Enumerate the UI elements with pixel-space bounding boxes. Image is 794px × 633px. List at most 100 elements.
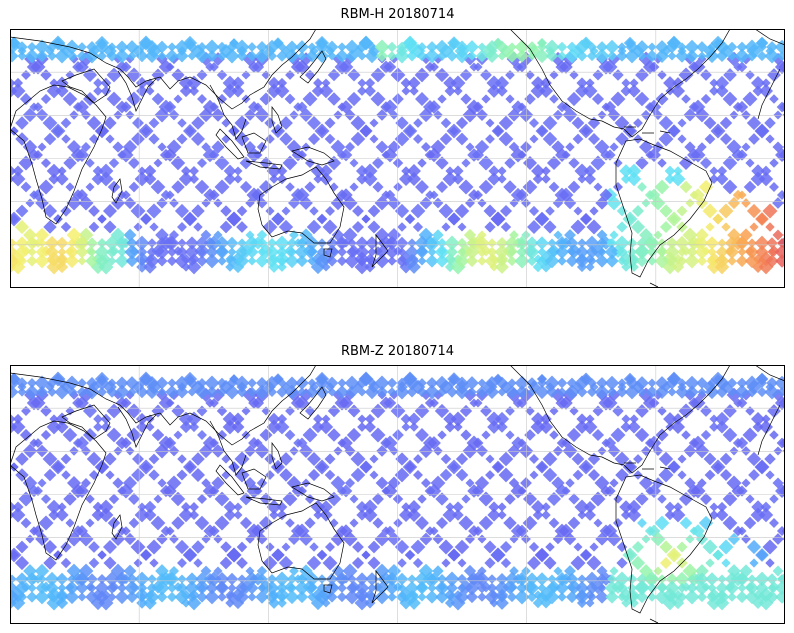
track-cell xyxy=(656,246,668,258)
track-cell xyxy=(387,51,397,61)
track-cell xyxy=(524,93,536,105)
track-cell xyxy=(222,411,238,427)
track-cell xyxy=(394,539,410,555)
track-cell xyxy=(67,574,77,584)
track-cell xyxy=(484,221,496,233)
track-cell xyxy=(745,70,755,80)
track-cell xyxy=(765,470,775,480)
track-cell xyxy=(604,485,616,497)
track-cell xyxy=(344,109,356,121)
track-cell xyxy=(174,203,190,219)
track-cell xyxy=(575,84,589,98)
track-cell xyxy=(407,164,421,178)
track-cell xyxy=(376,109,388,121)
track-cell xyxy=(557,256,567,266)
track-cell xyxy=(144,384,160,400)
track-cell xyxy=(169,534,179,544)
track-cell xyxy=(419,196,433,210)
track-cell xyxy=(488,501,500,513)
track-cell xyxy=(150,179,166,195)
track-cell xyxy=(624,384,640,400)
track-cell xyxy=(134,571,150,587)
track-cell xyxy=(256,533,268,545)
track-cell xyxy=(447,548,461,562)
track-cell xyxy=(222,83,238,99)
track-cell xyxy=(390,67,406,83)
track-cell xyxy=(327,92,341,106)
coastline-australia xyxy=(257,166,345,244)
track-cell xyxy=(596,237,608,249)
track-cell xyxy=(337,247,347,257)
track-cell xyxy=(47,256,57,266)
track-cell xyxy=(695,532,709,546)
track-cell xyxy=(509,534,519,544)
track-cell xyxy=(556,437,568,449)
track-cell xyxy=(233,174,243,184)
track-cell xyxy=(674,235,690,251)
track-cell xyxy=(186,255,198,267)
track-cell xyxy=(758,259,774,275)
track-cell xyxy=(67,140,81,154)
track-cell xyxy=(497,51,507,61)
track-cell xyxy=(115,376,129,390)
track-cell xyxy=(764,117,776,129)
track-cell xyxy=(100,85,112,97)
track-cell xyxy=(688,437,700,449)
track-cell xyxy=(186,411,202,427)
track-cell xyxy=(426,237,438,249)
track-cell xyxy=(247,378,257,388)
track-cell xyxy=(123,196,137,210)
track-cell xyxy=(564,565,576,577)
track-cell xyxy=(16,255,28,267)
track-cell xyxy=(477,534,487,544)
track-cell xyxy=(567,583,577,593)
track-cell xyxy=(37,574,47,584)
track-cell xyxy=(436,573,448,585)
track-cell xyxy=(684,589,700,605)
track-cell xyxy=(707,583,717,593)
track-cell xyxy=(769,494,779,504)
track-cell xyxy=(107,378,117,388)
track-cell xyxy=(395,590,409,604)
track-cell xyxy=(687,238,697,248)
track-cell xyxy=(310,163,326,179)
track-cell xyxy=(224,509,236,521)
track-cell xyxy=(395,116,409,130)
track-cell xyxy=(195,572,209,586)
track-cell xyxy=(86,115,102,131)
track-cell xyxy=(714,589,730,605)
track-cell xyxy=(120,61,132,73)
track-cell xyxy=(65,245,79,259)
track-cell xyxy=(384,571,400,587)
track-cell xyxy=(485,454,495,464)
track-cell xyxy=(289,446,299,456)
track-cell xyxy=(55,420,69,434)
track-cell xyxy=(255,254,269,268)
track-cell xyxy=(695,572,709,586)
track-cell xyxy=(542,467,558,483)
track-cell xyxy=(776,101,785,113)
track-cell xyxy=(644,525,656,537)
track-cell xyxy=(517,238,527,248)
track-cell xyxy=(657,70,667,80)
track-cell xyxy=(532,261,544,273)
track-cell xyxy=(22,107,38,123)
track-cell xyxy=(510,187,526,203)
track-cell xyxy=(442,171,458,187)
track-cell xyxy=(191,380,205,394)
track-cell xyxy=(741,534,751,544)
track-cell xyxy=(46,419,62,435)
track-cell xyxy=(488,165,500,177)
track-cell xyxy=(225,262,235,272)
track-cell xyxy=(177,558,187,568)
track-cell xyxy=(734,48,750,64)
track-cell xyxy=(593,182,603,192)
track-cell xyxy=(21,70,31,80)
track-cell xyxy=(296,237,308,249)
track-cell xyxy=(401,422,411,432)
track-cell xyxy=(75,396,89,410)
track-cell xyxy=(505,406,515,416)
track-cell xyxy=(324,469,336,481)
track-cell xyxy=(214,491,230,507)
track-cell xyxy=(627,84,641,98)
